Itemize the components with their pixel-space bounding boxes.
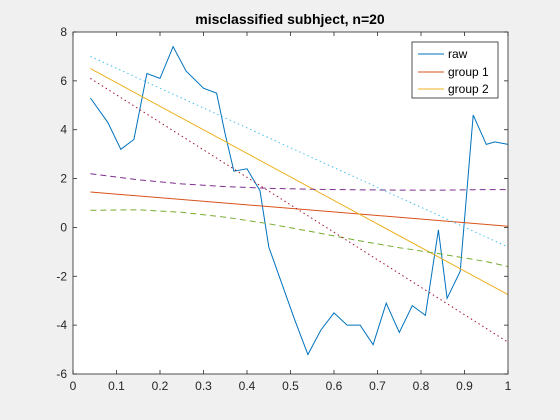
- x-tick-label: 1: [505, 379, 512, 393]
- series-4-dashed: [90, 173, 508, 191]
- series-group-1: [90, 191, 509, 227]
- axes-layer: 0 0.1 0.2 0.3 0.4 0.5 0.6 0.7 0.8 0.9 1 -6 -4 -2 0 2 4 6 8: [56, 25, 511, 393]
- legend-label-raw: raw: [448, 47, 468, 61]
- y-tick-label: 4: [60, 123, 67, 137]
- x-tick-label: 0: [70, 379, 77, 393]
- series-group-2: [90, 68, 509, 296]
- x-tick-label: 0.5: [282, 379, 299, 393]
- y-tick-label: 0: [60, 220, 67, 234]
- x-tick-label: 0.3: [195, 379, 212, 393]
- chart-title: misclassified subhject, n=20: [195, 11, 385, 27]
- legend: raw group 1 group 2: [411, 41, 499, 99]
- series-5-dashed: [90, 209, 509, 267]
- series-7-dotted: [90, 77, 509, 343]
- series-raw: [89, 45, 509, 356]
- y-tick-label: 2: [60, 172, 67, 186]
- x-tick-label: 0.1: [108, 379, 125, 393]
- x-tick-label: 0.7: [369, 379, 386, 393]
- x-tick-label: 0.9: [456, 379, 473, 393]
- y-tick-label: 6: [60, 74, 67, 88]
- y-tick-label: -2: [56, 269, 67, 283]
- y-tick-label: 8: [60, 25, 67, 39]
- series-layer: [89, 45, 509, 356]
- x-tick-label: 0.8: [413, 379, 430, 393]
- series-6-dotted: [90, 55, 509, 248]
- x-tick-label: 0.2: [152, 379, 169, 393]
- x-tick-label: 0.4: [239, 379, 256, 393]
- y-tick-label: -4: [56, 318, 67, 332]
- x-tick-label: 0.6: [326, 379, 343, 393]
- legend-label-group-1: group 1: [448, 65, 489, 79]
- y-tick-label: -6: [56, 367, 67, 381]
- legend-label-group-2: group 2: [448, 82, 489, 96]
